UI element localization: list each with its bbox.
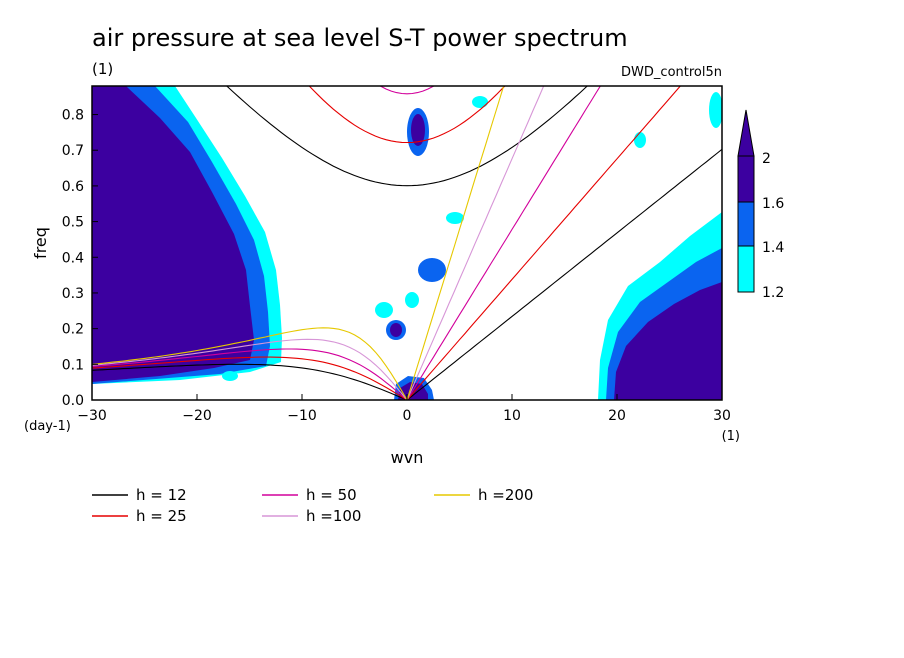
y-tick-label: 0.6 xyxy=(62,179,84,195)
x-tick-label: −20 xyxy=(182,408,212,424)
y-axis-label: freq xyxy=(31,227,50,259)
legend-label-h200: h =200 xyxy=(478,486,533,504)
colorbar-label-2: 1.4 xyxy=(762,240,784,256)
x-tick-label: 20 xyxy=(608,408,626,424)
legend-label-h100: h =100 xyxy=(306,507,361,525)
x-tick-label: 10 xyxy=(503,408,521,424)
ridge-spot-1 xyxy=(222,371,238,381)
kelvin-curve-h100 xyxy=(406,86,545,400)
x-axis-label: wvn xyxy=(391,448,424,467)
x-tick-label: 30 xyxy=(713,408,731,424)
legend-label-h25: h = 25 xyxy=(136,507,187,525)
colorbar-label-1: 1.6 xyxy=(762,196,784,212)
kelvin-curve-h50 xyxy=(406,86,602,400)
rossby-curve-h100 xyxy=(92,338,408,400)
x-axis: −30 −20 −10 0 10 20 30 xyxy=(77,394,731,424)
x-tick-label: −10 xyxy=(287,408,317,424)
chart-subtitle-right: DWD_control5n xyxy=(621,65,722,80)
colorbar-label-3: 1.2 xyxy=(762,285,784,301)
colorbar-seg-1-4 xyxy=(737,245,755,293)
rossby-curve-h25 xyxy=(92,356,408,400)
y-tick-label: 0.5 xyxy=(62,215,84,231)
y-tick-label: 0.3 xyxy=(62,286,84,302)
legend-label-h50: h = 50 xyxy=(306,486,357,504)
center-top-core-fill xyxy=(411,114,425,146)
y-tick-label: 0.4 xyxy=(62,250,84,266)
colorbar-label-0: 2 xyxy=(762,151,771,167)
ridge-spot-2 xyxy=(446,212,464,224)
kelvin-curve-h25 xyxy=(406,86,682,400)
y-tick-label: 0.0 xyxy=(62,393,84,409)
rossby-curve-h12 xyxy=(92,363,408,400)
y-axis: 0.0 0.1 0.2 0.3 0.4 0.5 0.6 0.7 0.8 xyxy=(62,108,98,409)
colorbar-seg-1-6 xyxy=(737,201,755,247)
y-tick-label: 0.2 xyxy=(62,322,84,338)
dispersion-curves xyxy=(92,86,722,400)
gravity-curve-h50 xyxy=(379,86,435,95)
x-tick-label: −30 xyxy=(77,408,107,424)
center-mid-fill xyxy=(418,258,446,282)
gravity-curve-h25 xyxy=(308,86,506,144)
right-purple-fill xyxy=(614,282,722,400)
colorbar: 2 1.6 1.4 1.2 xyxy=(737,109,784,301)
x-tick-label: 0 xyxy=(403,408,412,424)
y-tick-label: 0.7 xyxy=(62,143,84,159)
chart-subtitle-left: (1) xyxy=(92,60,113,78)
legend-label-h12: h = 12 xyxy=(136,486,187,504)
ridge-spot-5 xyxy=(709,92,722,128)
y-tick-label: 0.1 xyxy=(62,357,84,373)
chart-title: air pressure at sea level S-T power spec… xyxy=(92,24,628,52)
ridge-spot-3 xyxy=(472,96,488,108)
y-tick-label: 0.8 xyxy=(62,108,84,124)
kelvin-curve-h12 xyxy=(406,148,722,400)
colorbar-arrow xyxy=(737,109,755,157)
rossby-curve-h50 xyxy=(92,348,408,400)
x-unit-label: (1) xyxy=(722,429,740,444)
rossby-curve-h200 xyxy=(92,327,408,400)
legend: h = 12 h = 25 h = 50 h =100 h =200 xyxy=(92,486,533,525)
colorbar-seg-2 xyxy=(737,155,755,203)
gravity-curve-h12 xyxy=(226,86,589,187)
spot-a-fill xyxy=(375,302,393,318)
y-unit-label: (day-1) xyxy=(24,419,71,434)
spot-b-core-fill xyxy=(390,323,402,337)
ridge-spot-4 xyxy=(634,132,646,148)
kelvin-curve-h200 xyxy=(406,86,505,400)
spot-c-fill xyxy=(405,292,419,308)
left-purple-fill xyxy=(92,86,254,382)
